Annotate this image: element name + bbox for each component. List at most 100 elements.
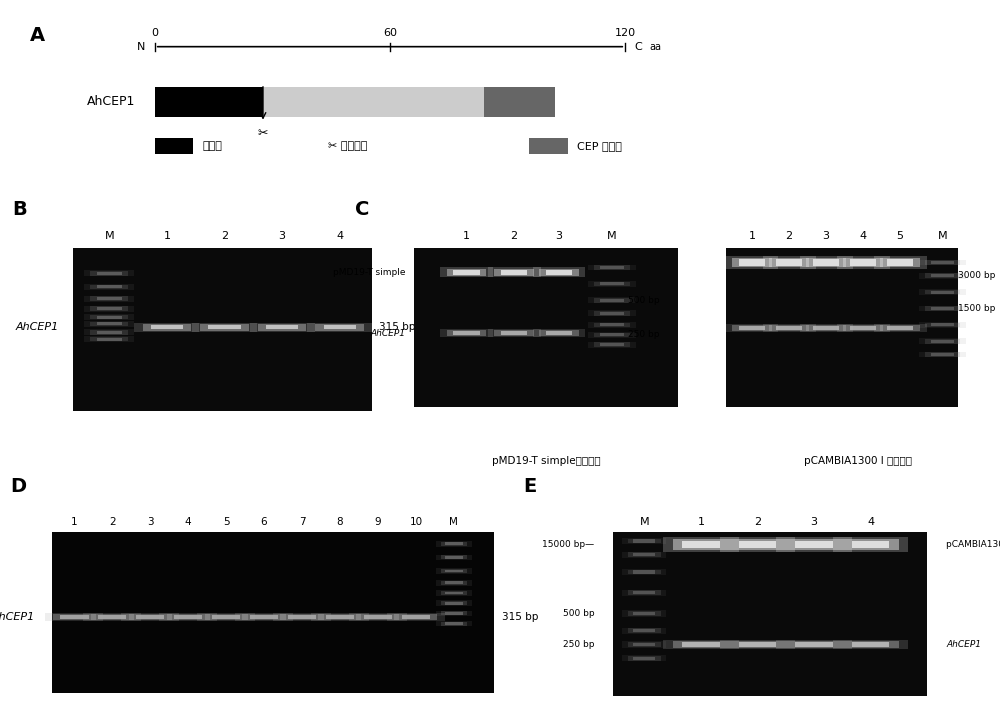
- Bar: [134, 323, 199, 332]
- Text: 1: 1: [71, 517, 77, 527]
- Bar: [931, 307, 954, 310]
- Text: 2: 2: [109, 517, 115, 527]
- Bar: [633, 539, 655, 542]
- Text: pMD19-T simple: pMD19-T simple: [333, 268, 406, 277]
- Bar: [726, 324, 778, 333]
- Text: 5: 5: [897, 232, 904, 241]
- Bar: [931, 323, 954, 326]
- Bar: [441, 581, 467, 585]
- Bar: [539, 331, 579, 336]
- Text: 1: 1: [697, 517, 704, 527]
- Bar: [441, 555, 467, 559]
- Bar: [266, 325, 298, 330]
- Bar: [600, 323, 624, 326]
- Bar: [622, 628, 666, 634]
- Bar: [673, 641, 729, 648]
- Bar: [83, 613, 141, 621]
- Bar: [258, 324, 306, 331]
- Bar: [628, 553, 661, 557]
- Bar: [436, 590, 472, 596]
- Bar: [84, 336, 134, 342]
- Bar: [97, 331, 122, 334]
- Text: 500 bp: 500 bp: [563, 609, 594, 618]
- Text: M: M: [938, 232, 947, 241]
- Bar: [84, 306, 134, 312]
- Text: E: E: [523, 477, 537, 496]
- Bar: [776, 640, 852, 649]
- Bar: [600, 333, 624, 336]
- Bar: [769, 258, 809, 267]
- Bar: [588, 310, 636, 317]
- Bar: [594, 323, 630, 327]
- Bar: [494, 331, 534, 336]
- Bar: [931, 274, 954, 277]
- Bar: [925, 290, 960, 294]
- Bar: [97, 272, 122, 275]
- Bar: [786, 539, 842, 550]
- Bar: [533, 267, 585, 277]
- Text: AhCEP1: AhCEP1: [0, 612, 34, 622]
- Bar: [53, 614, 96, 620]
- Text: 2: 2: [754, 517, 761, 527]
- Bar: [622, 569, 666, 575]
- Bar: [739, 259, 765, 266]
- Bar: [484, 87, 555, 117]
- Text: aa: aa: [649, 41, 661, 52]
- Bar: [387, 613, 445, 621]
- Text: 15000 bp—: 15000 bp—: [542, 540, 594, 549]
- Bar: [931, 261, 954, 264]
- Bar: [200, 324, 249, 331]
- Text: 4: 4: [867, 517, 874, 527]
- Bar: [850, 326, 876, 331]
- Bar: [445, 569, 463, 572]
- Bar: [263, 87, 484, 117]
- Text: 信号肽: 信号肽: [203, 141, 223, 151]
- Text: 6: 6: [261, 517, 267, 527]
- Text: C: C: [635, 41, 643, 52]
- Bar: [613, 532, 927, 696]
- Bar: [436, 580, 472, 585]
- Bar: [441, 591, 467, 595]
- Bar: [441, 542, 467, 546]
- Bar: [588, 297, 636, 304]
- Text: AhCEP1: AhCEP1: [16, 323, 59, 332]
- Text: pCAMBIA1300 Ⅰ 表达载体: pCAMBIA1300 Ⅰ 表达载体: [804, 456, 912, 467]
- Bar: [97, 285, 122, 288]
- Bar: [931, 340, 954, 343]
- Bar: [919, 339, 966, 344]
- Text: 1500 bp: 1500 bp: [958, 304, 996, 313]
- Bar: [633, 629, 655, 632]
- Bar: [874, 256, 927, 269]
- Text: 4: 4: [336, 232, 343, 242]
- Bar: [628, 656, 661, 660]
- Bar: [318, 614, 361, 620]
- Bar: [501, 331, 527, 335]
- Bar: [931, 353, 954, 356]
- Bar: [45, 613, 103, 621]
- Bar: [349, 613, 407, 621]
- Bar: [441, 622, 467, 625]
- Bar: [436, 621, 472, 626]
- Bar: [919, 273, 966, 279]
- Text: 3: 3: [279, 232, 286, 242]
- Bar: [235, 613, 293, 621]
- Bar: [594, 312, 630, 316]
- Text: M: M: [104, 232, 114, 242]
- Bar: [155, 87, 263, 117]
- Bar: [197, 613, 255, 621]
- Bar: [622, 641, 666, 648]
- Bar: [925, 352, 960, 357]
- Text: 0: 0: [151, 28, 158, 39]
- Text: 9: 9: [375, 517, 381, 527]
- Bar: [763, 324, 816, 333]
- Bar: [763, 256, 816, 269]
- Bar: [628, 570, 661, 574]
- Bar: [594, 265, 630, 269]
- Bar: [628, 642, 661, 646]
- Bar: [887, 259, 913, 266]
- Bar: [874, 324, 927, 333]
- Bar: [212, 614, 240, 619]
- Bar: [98, 614, 126, 619]
- Text: 4: 4: [860, 232, 867, 241]
- Bar: [155, 138, 193, 154]
